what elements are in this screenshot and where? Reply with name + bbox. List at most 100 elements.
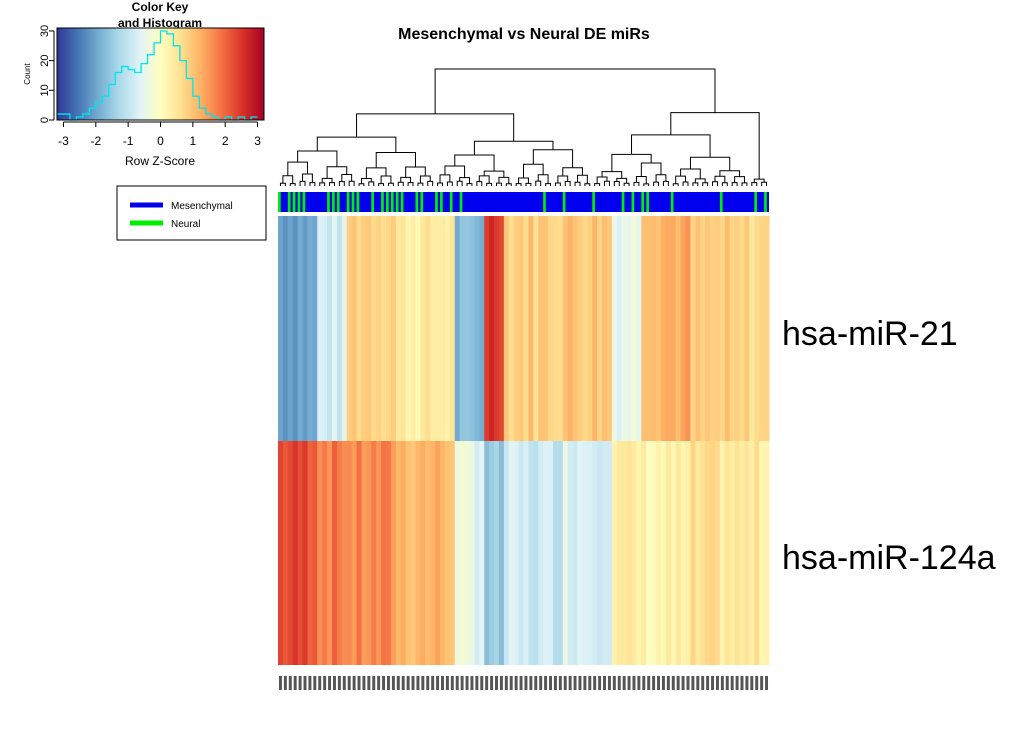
dendrogram-branch [734,176,745,183]
heatmap-cell [435,216,441,441]
dendrogram-branch [761,181,768,186]
group-bar-neural-mark [390,192,394,212]
column-label-glyph [720,676,724,690]
heatmap-cell [336,441,343,665]
column-label-glyph [676,676,680,690]
group-bar-neural-mark [356,192,360,212]
group-bar-neural-mark [292,192,296,212]
heatmap-cell [351,441,358,665]
column-label-glyph [470,676,474,690]
heatmap-cell [616,216,623,441]
group-bar-neural-mark [435,192,438,212]
heatmap-cell [656,441,662,665]
heatmap-cell [690,216,696,441]
column-label-glyph [332,676,336,690]
color-key-x-tick-label: 2 [222,134,229,148]
heatmap-cell [749,441,755,665]
column-label-glyph [529,676,533,690]
dendrogram-branch [316,136,397,153]
color-key-title-line2: and Histogram [118,16,202,30]
heatmap-cell [312,441,318,665]
heatmap-cell [651,441,657,665]
column-dendrogram [279,68,768,186]
heatmap-cell [597,441,603,665]
heatmap-cell [282,216,289,441]
heatmap-cell [646,441,652,665]
group-bar-neural-mark [670,192,674,212]
column-label-glyph [686,676,690,690]
heatmap-cell [346,441,353,665]
column-label-glyph [745,676,749,690]
group-bar-neural-mark [562,192,566,212]
dendrogram-branch [380,175,392,184]
dendrogram-branch [437,182,443,186]
column-label-glyph [460,676,464,690]
dendrogram-branch [577,174,588,184]
heatmap-cell [390,441,397,665]
heatmap-cell [410,441,417,665]
heatmap-cell [425,441,431,665]
heatmap-cell [538,441,544,665]
heatmap-cell [400,441,407,665]
heatmap-cell [508,441,515,665]
heatmap-cell [307,216,313,441]
column-label-glyph [524,676,528,690]
heatmap-cell [327,216,333,441]
heatmap-cell [533,216,539,441]
column-label-glyph [303,676,307,690]
column-label-glyph [652,676,656,690]
heatmap-cell [660,216,667,441]
heatmap-cell [449,441,456,665]
heatmap-cell [714,441,721,665]
heatmap-cell [695,441,701,665]
heatmap-cell [489,216,495,441]
group-bar-neural-mark [641,192,645,212]
heatmap-cell [587,216,593,441]
dendrogram-branch [672,183,679,186]
column-label-glyph [362,676,366,690]
column-label-glyph [647,676,651,690]
color-key-y-tick-label: 20 [39,55,51,67]
column-label-glyph [750,676,754,690]
heatmap-cell [356,441,363,665]
column-label-glyph [706,676,710,690]
heatmap-cell [587,441,593,665]
chart-title: Mesenchymal vs Neural DE miRs [398,26,650,43]
dendrogram-branch [407,182,414,186]
dendrogram-branch [631,134,711,158]
group-bar-neural-mark [543,192,546,212]
column-label-glyph [632,676,636,690]
heatmap-cell [459,441,466,665]
column-label-glyph [622,676,626,690]
dendrogram-branch [454,154,495,172]
column-label-glyph [387,676,390,690]
group-bar-neural-mark [592,192,595,212]
heatmap-cell [680,441,687,665]
group-bar-neural-mark [719,192,723,212]
heatmap-cell [641,216,647,441]
column-label-glyph [661,676,665,690]
group-bar-neural-mark [415,192,419,212]
heatmap-cell [685,216,692,441]
dendrogram-branch [299,180,306,186]
heatmap-cell [734,216,741,441]
color-key-y-tick-label: 10 [39,84,51,96]
dendrogram-branch [348,180,355,186]
column-label-glyph [755,676,759,690]
dendrogram-branch [574,181,581,186]
heatmap-cell [464,441,471,665]
heatmap-cell [420,441,426,665]
heatmap-cell [327,441,333,665]
dendrogram-branch [564,180,571,186]
heatmap-cell [739,216,746,441]
heatmap-cell [690,441,696,665]
column-label-glyph [539,676,543,690]
legend-label-mesenchymal: Mesenchymal [171,201,233,212]
column-label-glyph [593,676,597,690]
dendrogram-branch [478,175,490,184]
heatmap-cell [287,441,294,665]
dendrogram-branch [532,149,574,168]
heatmap-cell [626,216,633,441]
color-key-title-line1: Color Key [132,0,189,14]
heatmap-cell [636,441,642,665]
